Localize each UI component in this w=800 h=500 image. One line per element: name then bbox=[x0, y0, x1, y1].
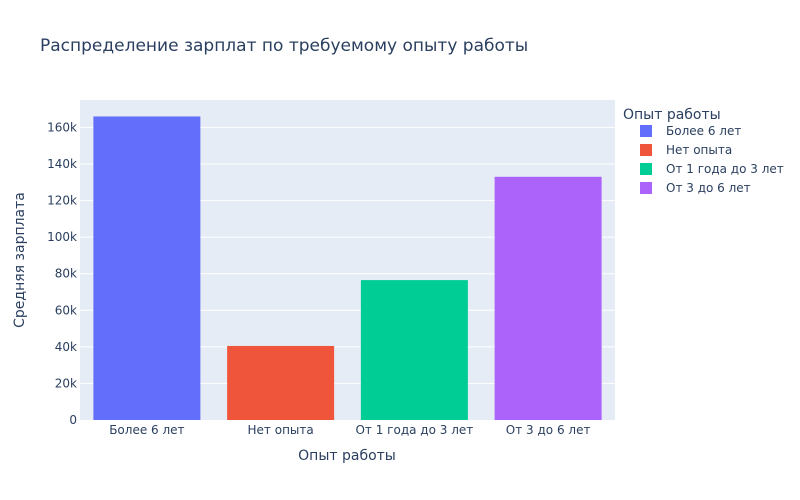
y-tick-label: 120k bbox=[47, 194, 77, 208]
legend-item-label: От 3 до 6 лет bbox=[666, 181, 751, 195]
bars bbox=[93, 116, 602, 420]
legend-swatch bbox=[640, 144, 652, 156]
legend-swatch bbox=[640, 163, 652, 175]
bar-2 bbox=[227, 345, 335, 420]
legend: Опыт работы Более 6 лет Нет опыта От 1 год… bbox=[623, 107, 784, 195]
bar-3 bbox=[360, 280, 468, 420]
chart-title: Распределение зарплат по требуемому опыт… bbox=[40, 36, 528, 56]
y-tick-label: 0 bbox=[69, 413, 77, 427]
y-axis-ticks: 0 20k 40k 60k 80k 100k 120k 140k 160k bbox=[47, 120, 77, 427]
y-tick-label: 60k bbox=[55, 303, 77, 317]
y-tick-label: 100k bbox=[47, 230, 77, 244]
x-axis-title: Опыт работы bbox=[298, 448, 396, 464]
x-tick-label: Более 6 лет bbox=[109, 423, 184, 437]
legend-swatch bbox=[640, 182, 652, 194]
y-tick-label: 160k bbox=[47, 120, 77, 134]
y-tick-label: 80k bbox=[55, 267, 77, 281]
x-tick-label: От 3 до 6 лет bbox=[506, 423, 591, 437]
bar-4 bbox=[494, 176, 602, 420]
legend-item-label: Более 6 лет bbox=[666, 124, 741, 138]
y-tick-label: 20k bbox=[55, 376, 77, 390]
y-axis-title: Средняя зарплата bbox=[12, 192, 28, 328]
legend-item-label: От 1 года до 3 лет bbox=[666, 162, 784, 176]
legend-swatch bbox=[640, 125, 652, 137]
y-tick-label: 140k bbox=[47, 157, 77, 171]
legend-title: Опыт работы bbox=[623, 107, 721, 123]
y-tick-label: 40k bbox=[55, 340, 77, 354]
x-tick-label: От 1 года до 3 лет bbox=[355, 423, 473, 437]
legend-item-label: Нет опыта bbox=[666, 143, 732, 157]
x-tick-label: Нет опыта bbox=[248, 423, 314, 437]
x-axis-ticks: Более 6 лет Нет опыта От 1 года до 3 лет От… bbox=[109, 423, 590, 437]
bar-1 bbox=[93, 116, 201, 420]
